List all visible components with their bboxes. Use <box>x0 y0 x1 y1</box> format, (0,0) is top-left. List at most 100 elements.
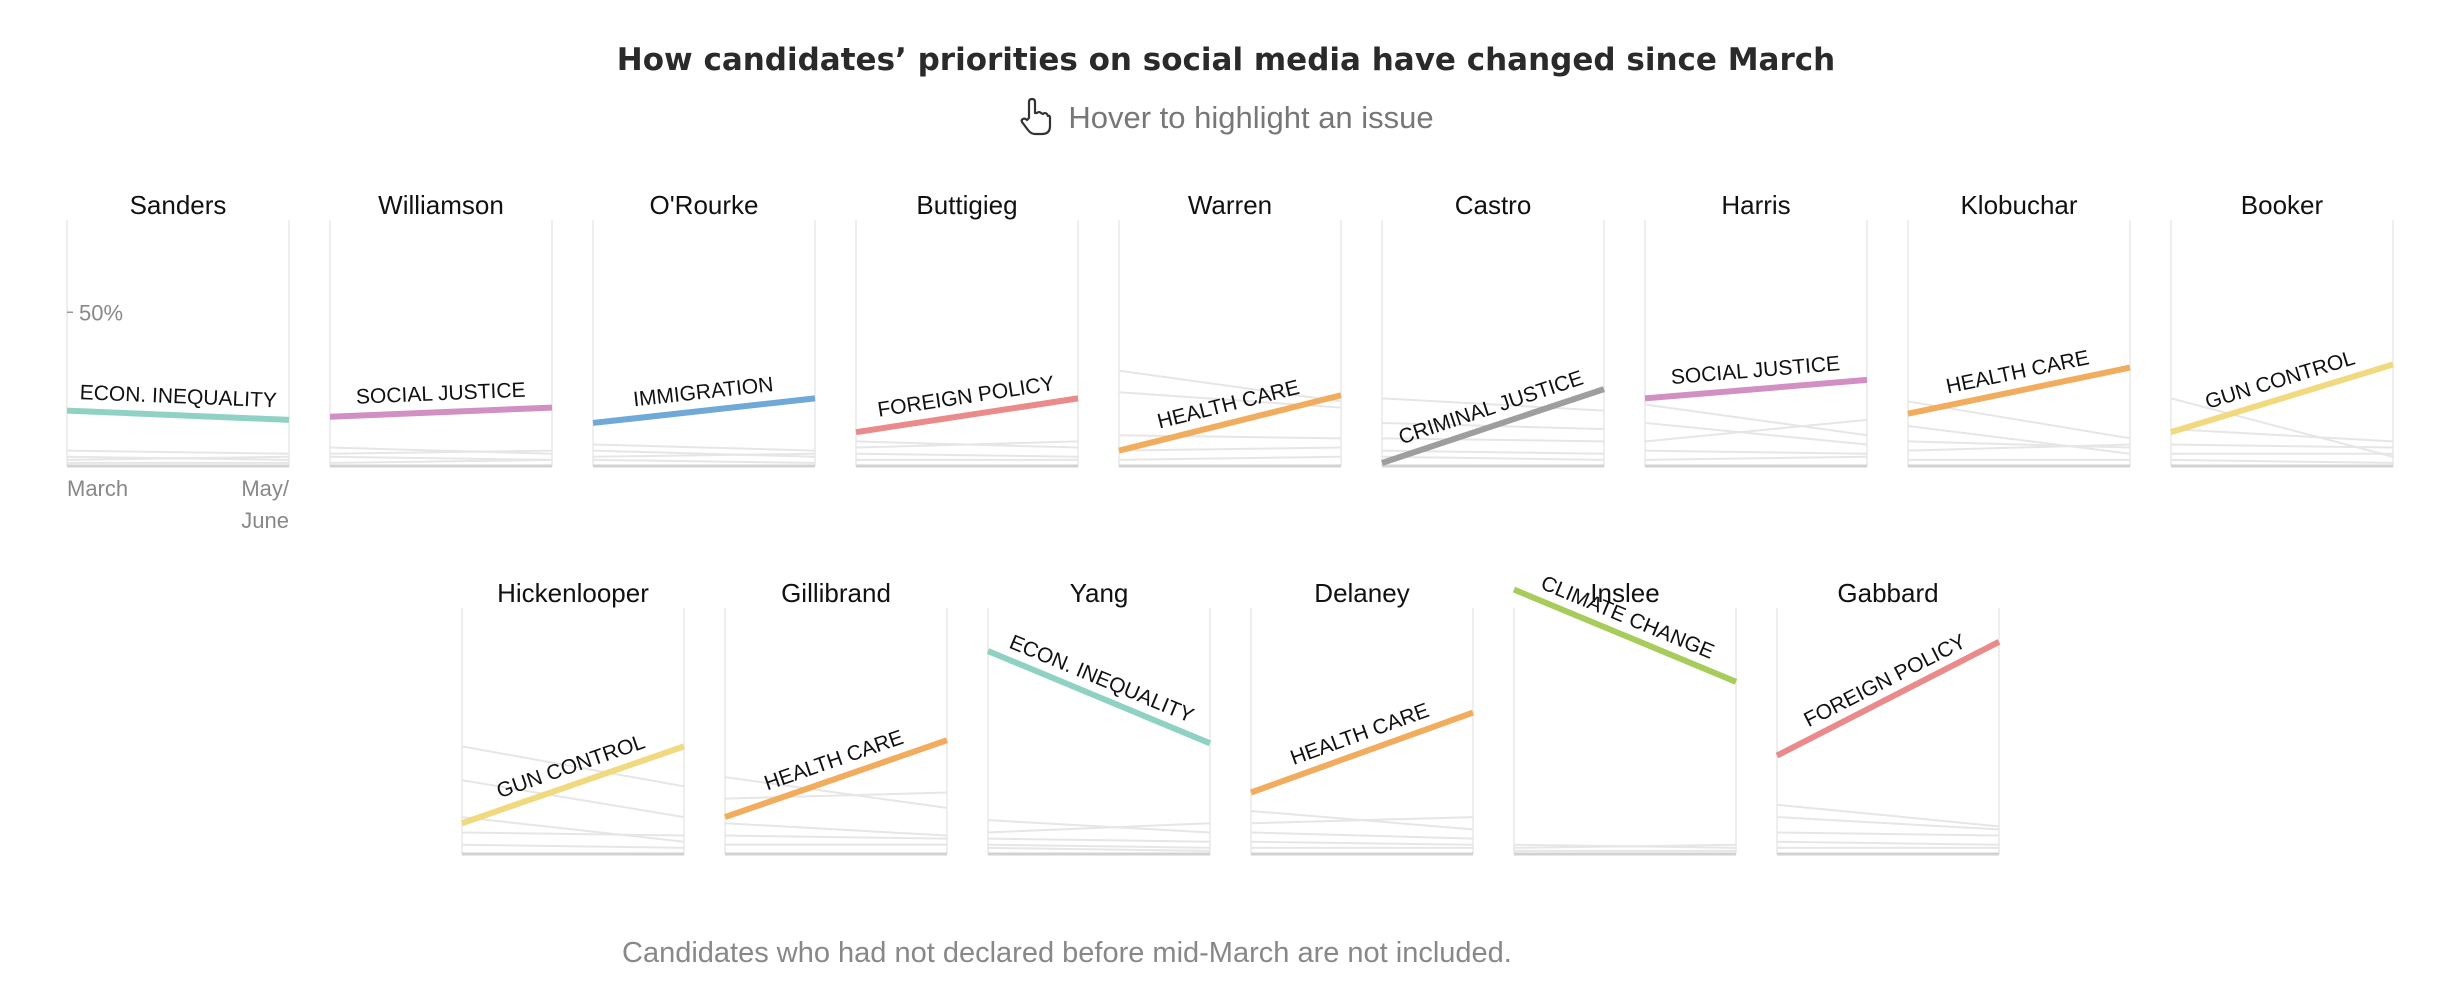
top-issue-line[interactable] <box>1249 709 1475 796</box>
issue-label: FOREIGN POLICY <box>1800 630 1969 732</box>
background-issue-line <box>1776 840 2000 846</box>
top-issue-line[interactable] <box>1381 386 1605 466</box>
background-issue-line <box>461 779 685 819</box>
top-issue-line[interactable] <box>1775 639 2001 759</box>
candidate-name: Warren <box>1188 190 1272 220</box>
x-end-label-line2: June <box>241 508 289 533</box>
background-issue-line <box>2170 428 2394 443</box>
background-issue-line <box>1907 443 2131 452</box>
background-issue-line <box>855 440 1079 449</box>
background-issue-line <box>329 449 553 455</box>
background-issue-line <box>1644 418 1868 443</box>
candidate-name: Gillibrand <box>781 578 891 608</box>
candidate-name: Hickenlooper <box>497 578 649 608</box>
background-issue-line <box>329 446 553 455</box>
background-issue-line <box>592 443 816 452</box>
top-issue-line[interactable] <box>1512 586 1738 685</box>
top-issue-line[interactable] <box>724 737 948 820</box>
issue-label: ECON. INEQUALITY <box>1006 631 1197 728</box>
candidate-name: Inslee <box>1590 578 1659 608</box>
chart-subtitle: Hover to highlight an issue <box>0 96 2452 136</box>
background-issue-line <box>461 831 685 837</box>
background-issue-line <box>1381 437 1605 443</box>
background-issue-line <box>1118 455 1342 461</box>
y-tick-label: 50% <box>79 300 123 325</box>
background-issue-line <box>987 843 1211 849</box>
candidate-name: O'Rourke <box>649 190 758 220</box>
background-issue-line <box>724 776 948 809</box>
background-issue-line <box>1118 446 1342 452</box>
background-issue-line <box>1644 449 1868 455</box>
panel-gabbard[interactable]: Gabbard FOREIGN POLICY <box>1775 578 2001 856</box>
background-issue-line <box>724 822 948 837</box>
background-issue-line <box>1644 455 1868 461</box>
top-issue-line[interactable] <box>1907 364 2131 417</box>
candidate-name: Delaney <box>1314 578 1409 608</box>
candidate-name: Williamson <box>378 190 504 220</box>
background-issue-line <box>2170 458 2394 464</box>
x-end-label: May/ <box>241 476 290 501</box>
background-issue-line <box>461 745 685 788</box>
pointer-hand-icon <box>1018 96 1052 136</box>
panel-williamson[interactable]: Williamson SOCIAL JUSTICE <box>329 190 553 468</box>
panel-yang[interactable]: Yang ECON. INEQUALITY <box>986 578 1212 856</box>
top-issue-line[interactable] <box>66 407 290 423</box>
background-issue-line <box>461 843 685 849</box>
background-issue-line <box>592 458 816 464</box>
top-issue-line[interactable] <box>329 404 553 420</box>
candidate-name: Sanders <box>130 190 227 220</box>
background-issue-line <box>592 452 816 458</box>
background-issue-line <box>1118 369 1342 403</box>
candidate-name: Yang <box>1070 578 1129 608</box>
x-start-label: March <box>67 476 128 501</box>
background-issue-line <box>724 834 948 840</box>
top-issue-line[interactable] <box>461 743 685 827</box>
background-issue-line <box>1250 831 1474 840</box>
candidate-name: Harris <box>1721 190 1790 220</box>
background-issue-line <box>1381 397 1605 412</box>
background-issue-line <box>724 791 948 800</box>
top-issue-line[interactable] <box>1118 392 1342 454</box>
background-issue-line <box>1776 831 2000 837</box>
background-issue-line <box>1250 840 1474 846</box>
background-issue-line <box>1907 425 2131 455</box>
chart-title: How candidates’ priorities on social med… <box>616 42 1836 78</box>
background-issue-line <box>1644 421 1868 446</box>
top-issue-line[interactable] <box>2170 361 2394 436</box>
background-issue-line <box>329 458 553 464</box>
top-issue-line[interactable] <box>592 395 816 426</box>
top-issue-line[interactable] <box>1644 376 1868 402</box>
background-issue-line <box>2170 443 2394 449</box>
background-issue-line <box>66 455 290 461</box>
panel-sanders[interactable]: Sanders ECON. INEQUALITY 50% March May/June <box>66 190 290 533</box>
background-issue-line <box>329 455 553 461</box>
top-issue-line[interactable] <box>986 648 1212 747</box>
background-issue-line <box>987 819 1211 834</box>
background-issue-line <box>987 822 1211 834</box>
background-issue-line <box>987 837 1211 843</box>
issue-label: ECON. INEQUALITY <box>79 381 277 412</box>
candidate-name: Klobuchar <box>1960 190 2077 220</box>
background-issue-line <box>66 449 290 455</box>
background-issue-line <box>1513 843 1737 849</box>
background-issue-line <box>1776 803 2000 828</box>
footnote: Candidates who had not declared before m… <box>622 937 1512 969</box>
background-issue-line <box>1381 455 1605 461</box>
background-issue-line <box>1644 403 1868 437</box>
top-issue-line[interactable] <box>855 395 1079 436</box>
candidate-name: Buttigieg <box>916 190 1017 220</box>
background-issue-line <box>987 846 1211 852</box>
issue-label: SOCIAL JUSTICE <box>356 379 526 409</box>
